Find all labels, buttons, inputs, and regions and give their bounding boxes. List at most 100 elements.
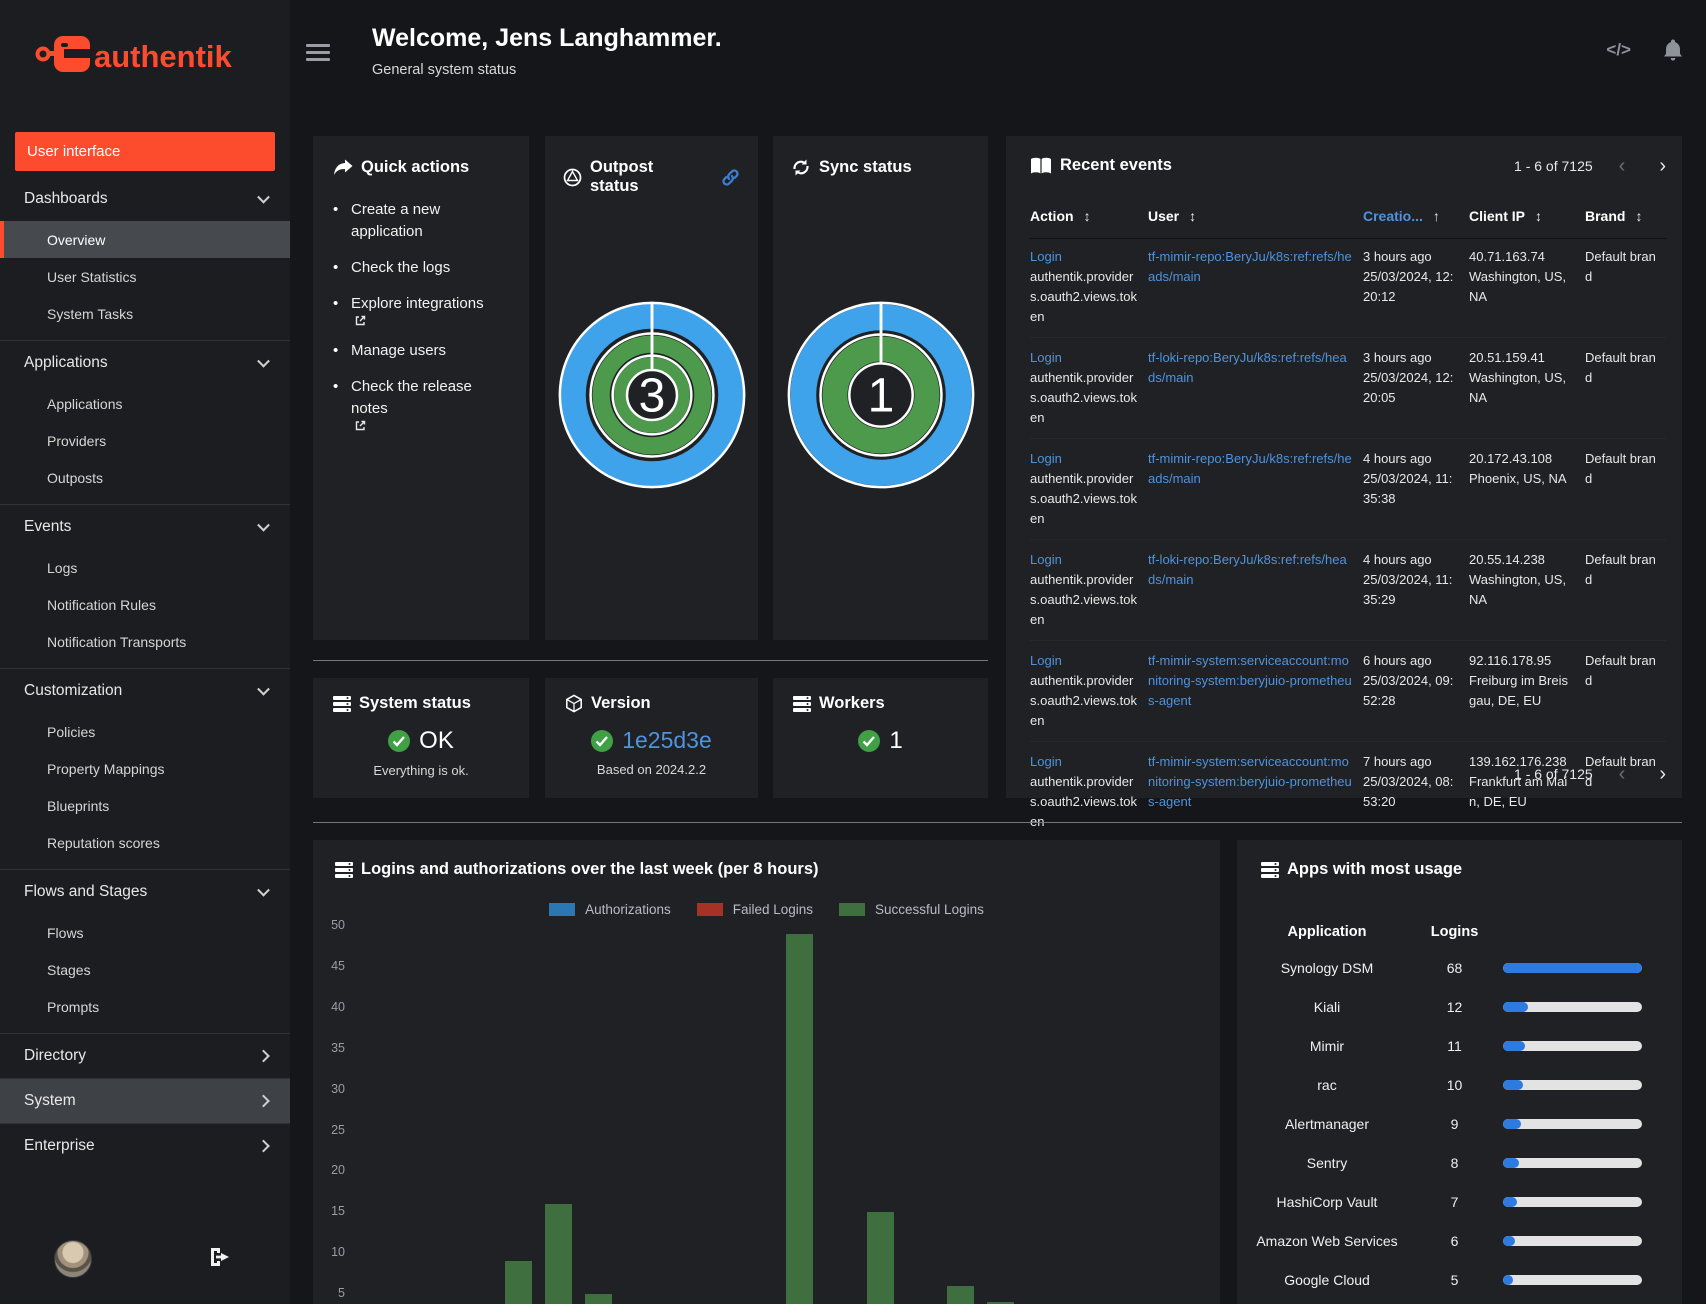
event-user-link[interactable]: tf-mimir-system:serviceaccount:monitorin…: [1148, 653, 1352, 708]
event-user-link[interactable]: tf-loki-repo:BeryJu/k8s:ref:refs/heads/m…: [1148, 552, 1347, 587]
chevron-down-icon: [257, 190, 270, 204]
chart-bar-value-15: [866, 1212, 894, 1304]
app-name: Google Cloud: [1284, 1271, 1370, 1288]
progress-fill: [1503, 1235, 1515, 1246]
quick-action-link-check-the-release-notes[interactable]: Check the release notes: [351, 376, 509, 431]
sidebar-item-policies[interactable]: Policies: [0, 713, 290, 750]
event-action-link[interactable]: Login: [1030, 653, 1062, 668]
sidebar-item-notification-transports[interactable]: Notification Transports: [0, 623, 290, 660]
sidebar-item-system-tasks[interactable]: System Tasks: [0, 295, 290, 332]
sidebar-item-logs[interactable]: Logs: [0, 549, 290, 586]
event-brand: Default brand: [1585, 653, 1656, 688]
event-action-link[interactable]: Login: [1030, 350, 1062, 365]
chevron-down-icon: [257, 682, 270, 696]
check-circle-icon: [388, 730, 411, 752]
chart-bar-value-16: [545, 1204, 573, 1304]
events-column-label[interactable]: User: [1148, 208, 1180, 224]
quick-actions-card: Quick actions • Create a new application •…: [313, 136, 529, 640]
quick-action-item: • Check the logs: [333, 257, 509, 279]
sort-icon[interactable]: ↕: [1635, 208, 1643, 224]
sign-out-icon[interactable]: [208, 1246, 232, 1268]
sidebar-item-user-statistics[interactable]: User Statistics: [0, 258, 290, 295]
sidebar-section-enterprise[interactable]: Enterprise: [0, 1124, 290, 1168]
hamburger-menu-icon[interactable]: [306, 44, 330, 65]
pagination-next-icon[interactable]: ›: [1659, 763, 1666, 785]
events-column-brand: Brand ↕: [1585, 208, 1666, 224]
sort-icon[interactable]: ↕: [1535, 208, 1543, 224]
sidebar-section-label: Customization: [24, 682, 123, 699]
version-value-link[interactable]: 1e25d3e: [622, 727, 712, 753]
app-name: Sentry: [1306, 1154, 1348, 1171]
sort-ascending-icon[interactable]: ↑: [1432, 208, 1440, 224]
event-brand-cell: Default brand: [1585, 247, 1666, 327]
sidebar-item-flows[interactable]: Flows: [0, 914, 290, 951]
sidebar-item-prompts[interactable]: Prompts: [0, 988, 290, 1025]
quick-action-link-check-the-logs[interactable]: Check the logs: [351, 259, 451, 276]
events-column-label[interactable]: Creatio...: [1363, 208, 1423, 224]
y-tick-40: 40: [331, 999, 345, 1014]
quick-action-link-manage-users[interactable]: Manage users: [351, 342, 447, 359]
chart-bar-value-4: [987, 1302, 1015, 1304]
event-user-link[interactable]: tf-mimir-repo:BeryJu/k8s:ref:refs/heads/…: [1148, 451, 1352, 486]
app-usage-bar: [1503, 1235, 1642, 1246]
pagination-prev-icon[interactable]: ‹: [1618, 155, 1626, 177]
legend-item-successful-logins[interactable]: Successful Logins: [839, 902, 984, 917]
events-column-label[interactable]: Brand: [1585, 208, 1626, 224]
chart-bar-value-6: [947, 1285, 975, 1304]
event-relative-time: 3 hours ago: [1363, 350, 1432, 365]
sidebar-section-dashboards[interactable]: Dashboards: [0, 177, 290, 221]
sidebar-section-customization[interactable]: Customization: [0, 669, 290, 713]
sidebar-footer: [0, 1238, 290, 1286]
event-user-link[interactable]: tf-mimir-system:serviceaccount:monitorin…: [1148, 754, 1352, 809]
event-user-link[interactable]: tf-loki-repo:BeryJu/k8s:ref:refs/heads/m…: [1148, 350, 1347, 385]
events-column-label[interactable]: Action: [1030, 208, 1074, 224]
quick-action-link-create-a-new-application[interactable]: Create a new application: [351, 201, 441, 240]
outpost-status-donut: 3: [556, 299, 748, 491]
sidebar-section-flows-and-stages[interactable]: Flows and Stages: [0, 870, 290, 914]
sort-icon[interactable]: ↕: [1083, 208, 1091, 224]
pagination-next-icon[interactable]: ›: [1659, 155, 1666, 177]
legend-item-failed-logins[interactable]: Failed Logins: [696, 902, 813, 917]
sync-status-card: Sync status 1: [773, 136, 988, 640]
sidebar-item-overview[interactable]: Overview: [0, 221, 290, 258]
user-interface-button[interactable]: User interface: [15, 132, 275, 171]
outpost-link-icon[interactable]: [721, 168, 740, 187]
event-creation-cell: 6 hours ago 25/03/2024, 09:52:28: [1363, 651, 1469, 731]
sidebar-section-system[interactable]: System: [0, 1079, 290, 1123]
sidebar-item-applications[interactable]: Applications: [0, 385, 290, 422]
outpost-status-title: Outpost status: [590, 158, 654, 195]
sidebar-item-label: User Statistics: [47, 268, 137, 285]
event-user-cell: tf-loki-repo:BeryJu/k8s:ref:refs/heads/m…: [1148, 550, 1363, 630]
events-column-label[interactable]: Client IP: [1469, 208, 1526, 224]
event-action-link[interactable]: Login: [1030, 249, 1062, 264]
sync-donut-chart: 1: [787, 301, 974, 489]
notifications-bell-icon[interactable]: [1662, 38, 1684, 62]
sidebar-item-outposts[interactable]: Outposts: [0, 459, 290, 496]
sidebar-item-providers[interactable]: Providers: [0, 422, 290, 459]
event-user-cell: tf-mimir-system:serviceaccount:monitorin…: [1148, 752, 1363, 832]
sidebar-item-blueprints[interactable]: Blueprints: [0, 787, 290, 824]
sidebar-section-directory[interactable]: Directory: [0, 1034, 290, 1078]
event-action-link[interactable]: Login: [1030, 754, 1062, 769]
sort-icon[interactable]: ↕: [1189, 208, 1197, 224]
event-user-link[interactable]: tf-mimir-repo:BeryJu/k8s:ref:refs/heads/…: [1148, 249, 1352, 284]
quick-action-link-explore-integrations[interactable]: Explore integrations: [351, 293, 484, 326]
sidebar-item-notification-rules[interactable]: Notification Rules: [0, 586, 290, 623]
user-avatar[interactable]: [54, 1240, 92, 1278]
main-area: Welcome, Jens Langhammer. General system…: [290, 0, 1706, 1304]
sidebar-section-events[interactable]: Events: [0, 505, 290, 549]
pagination-top: 1 - 6 of 7125 ‹ ›: [1514, 155, 1666, 177]
quick-actions-title: Quick actions: [361, 158, 470, 176]
event-action-link[interactable]: Login: [1030, 451, 1062, 466]
event-row: Login authentik.providers.oauth2.views.to…: [1030, 641, 1666, 742]
legend-item-authorizations[interactable]: Authorizations: [549, 902, 671, 917]
sidebar-item-reputation-scores[interactable]: Reputation scores: [0, 824, 290, 861]
event-action-link[interactable]: Login: [1030, 552, 1062, 567]
sidebar-group-directory: Directory: [0, 1033, 290, 1078]
app-login-count: 7: [1450, 1193, 1459, 1210]
api-code-icon[interactable]: </>: [1606, 40, 1631, 59]
pagination-prev-icon[interactable]: ‹: [1618, 763, 1626, 785]
sidebar-item-stages[interactable]: Stages: [0, 951, 290, 988]
sidebar-section-applications[interactable]: Applications: [0, 341, 290, 385]
sidebar-item-property-mappings[interactable]: Property Mappings: [0, 750, 290, 787]
